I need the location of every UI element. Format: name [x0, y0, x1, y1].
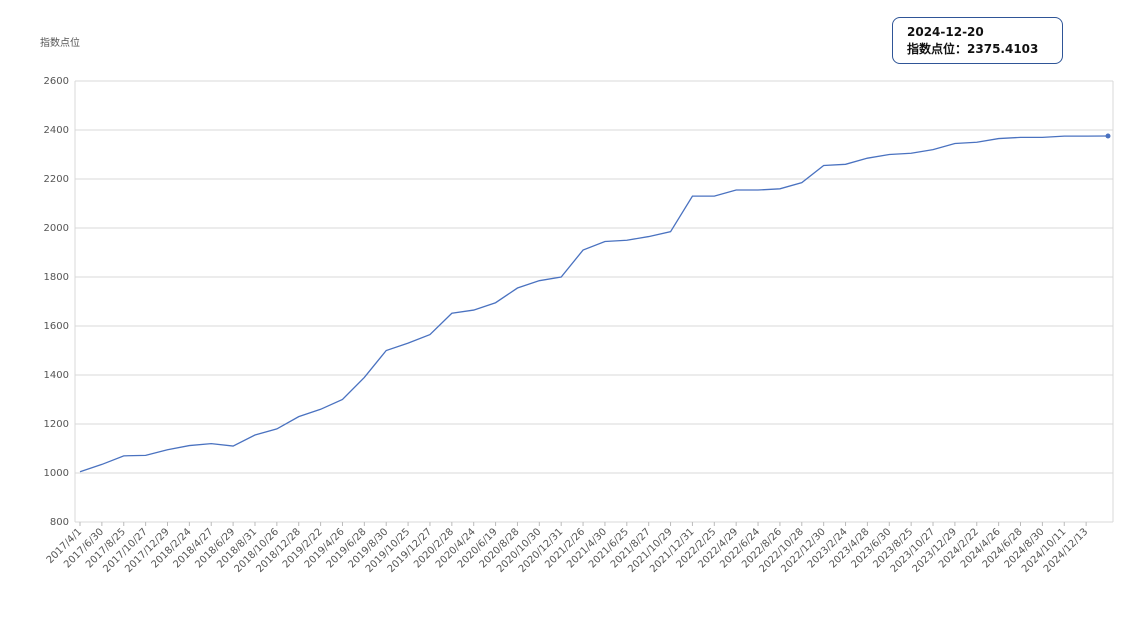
tooltip-date: 2024-12-20 [907, 25, 984, 39]
y-axis-label: 指数点位 [40, 36, 80, 49]
y-tick-label: 2600 [44, 76, 69, 87]
tooltip-value-row: 指数点位：2375.4103 [907, 41, 1062, 58]
y-tick-label: 2400 [44, 125, 69, 136]
y-tick-label: 2000 [44, 223, 69, 234]
point [1105, 133, 1111, 139]
tooltip-label: 指数点位： [907, 42, 968, 56]
y-tick-label: 1800 [44, 272, 69, 283]
y-tick-label: 800 [50, 517, 69, 528]
y-tick-label: 1200 [44, 419, 69, 430]
tooltip-value: 2375.4103 [967, 42, 1039, 56]
y-tick-label: 1400 [44, 370, 69, 381]
y-tick-label: 1600 [44, 321, 69, 332]
y-tick-label: 1000 [44, 468, 69, 479]
line [79, 135, 1109, 473]
y-tick-label: 2200 [44, 174, 69, 185]
tooltip: 2024-12-20 指数点位：2375.4103 [892, 17, 1063, 64]
